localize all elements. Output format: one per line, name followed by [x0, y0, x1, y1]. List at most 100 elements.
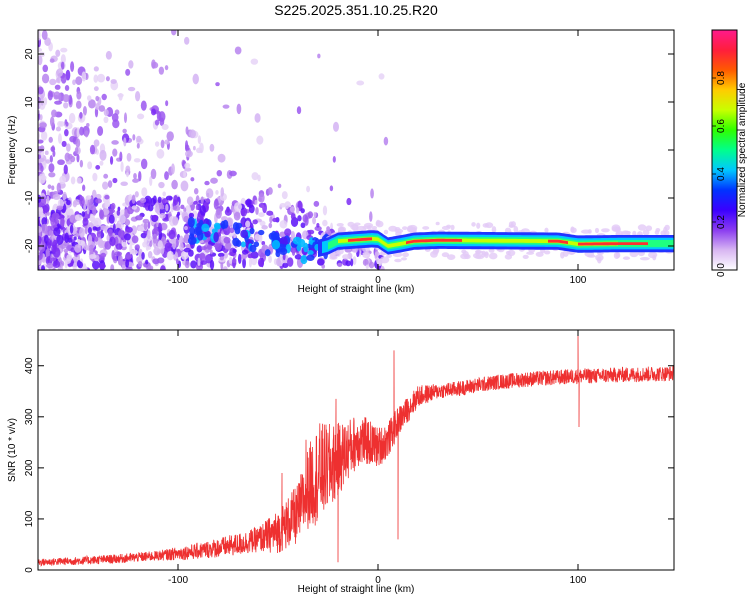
spectrogram-speckle [121, 241, 127, 248]
spectrogram-speckle [237, 253, 242, 264]
spectrogram-speckle [368, 261, 375, 269]
spectrogram-speckle [191, 210, 198, 220]
spectrogram-speckle [214, 242, 222, 251]
spectrogram-halo [342, 254, 350, 260]
spectrogram-speckle [87, 226, 92, 235]
spectrogram-speckle [74, 146, 79, 154]
spectrogram-speckle [93, 86, 99, 92]
spectrogram-halo [336, 250, 341, 257]
spectrogram-halo [491, 226, 497, 234]
spectrogram-speckle [126, 171, 129, 178]
spectrogram-speckle [195, 204, 199, 211]
spectrogram-halo [386, 254, 392, 258]
spectrogram-speckle [369, 211, 373, 222]
spectrogram-speckle [112, 177, 118, 184]
spectrogram-speckle [362, 258, 369, 267]
spectrogram-speckle [152, 214, 159, 221]
spectrogram-speckle [132, 178, 140, 183]
spectrogram-speckle [56, 205, 64, 211]
spectrogram-speckle [40, 223, 48, 234]
spectrogram-speckle [75, 76, 83, 85]
spectrogram-speckle [217, 252, 225, 258]
spectrogram-speckle [38, 207, 44, 217]
spectrogram-halo [432, 250, 439, 255]
spectrogram-speckle [38, 235, 42, 246]
spectrogram-speckle [223, 251, 229, 259]
spectrogram-speckle [40, 94, 44, 106]
x-tick-label: 100 [570, 575, 587, 586]
spectrogram-speckle [287, 257, 294, 267]
spectrogram-speckle [87, 198, 92, 209]
spectrogram-speckle [220, 259, 224, 270]
spectrogram-hotspot [214, 224, 221, 230]
spectrogram-speckle [306, 185, 311, 193]
spectrogram-speckle [151, 61, 159, 69]
spectrogram-speckle [209, 259, 215, 270]
spectrogram-halo [645, 225, 653, 232]
spectrogram-ridge [318, 230, 674, 257]
spectrogram-speckle [101, 93, 107, 101]
spectrogram-speckle [79, 195, 85, 207]
spectrogram-speckle [152, 195, 157, 204]
spectrogram-speckle [88, 99, 96, 109]
y-tick-label: 200 [24, 459, 35, 476]
spectrogram-speckle [316, 223, 320, 228]
spectrogram-speckle [62, 191, 67, 201]
spectrogram-speckle [39, 122, 47, 128]
spectrogram-speckle [184, 36, 190, 45]
spectrogram-speckle [98, 263, 106, 269]
spectrogram-speckle [142, 218, 150, 224]
spectrogram-halo [388, 225, 398, 232]
spectrogram-speckle [383, 136, 389, 146]
spectrogram-speckle [60, 47, 68, 53]
y-tick-label: 0 [24, 147, 35, 153]
spectrogram-speckle [82, 184, 86, 192]
spectrogram-halo [481, 250, 486, 258]
spectrogram-speckle [183, 247, 191, 253]
spectrogram-speckle [157, 196, 162, 204]
spectrogram-halo [464, 254, 471, 260]
spectrogram-speckle [40, 131, 48, 141]
spectrogram-speckle [76, 153, 80, 163]
spectrogram-speckle [248, 204, 255, 214]
colorbar-tick-label: 0.2 [716, 215, 727, 229]
spectrogram-halo [475, 250, 484, 254]
spectrogram-speckle [241, 208, 246, 217]
spectrogram-speckle [69, 135, 77, 143]
spectrogram-speckle [63, 164, 68, 175]
spectrogram-speckle [164, 139, 170, 145]
spectrogram-speckle [313, 211, 317, 218]
spectrogram-halo [544, 227, 549, 233]
spectrogram-speckle [346, 197, 352, 206]
spectrogram-speckle [66, 254, 73, 262]
spectrogram-speckle [125, 68, 131, 76]
spectrogram-speckle [233, 202, 242, 212]
spectrogram-speckle [228, 256, 233, 265]
spectrogram-speckle [114, 251, 122, 257]
spectrogram-speckle [66, 143, 71, 152]
spectrogram-speckle [184, 162, 191, 169]
spectrogram-speckle [60, 73, 67, 84]
spectrogram-hotspot [240, 241, 246, 248]
spectrogram-speckle [103, 116, 109, 124]
spectrogram-speckle [52, 260, 61, 269]
spectrogram-speckle [51, 212, 60, 220]
spectrogram-speckle [176, 258, 179, 265]
spectrogram-speckle [229, 227, 235, 234]
spectrogram-speckle [171, 30, 177, 36]
spectrogram-speckle [44, 150, 49, 155]
spectrogram-halo [642, 229, 650, 236]
spectrogram-speckle [93, 66, 99, 72]
spectrogram-speckle [188, 129, 197, 139]
spectrogram-speckle [156, 249, 162, 254]
spectrogram-hotspot [201, 223, 210, 233]
spectrogram-speckle [64, 84, 70, 92]
spectrogram-speckle [40, 165, 44, 173]
spectrogram-speckle [125, 165, 131, 173]
spectrogram-speckle [79, 112, 83, 119]
spectrogram-speckle [277, 259, 282, 267]
spectrogram-speckle [49, 58, 55, 63]
spectrogram-halo [450, 224, 455, 231]
spectrogram-speckle [38, 194, 42, 203]
spectrogram-speckle [290, 213, 296, 220]
